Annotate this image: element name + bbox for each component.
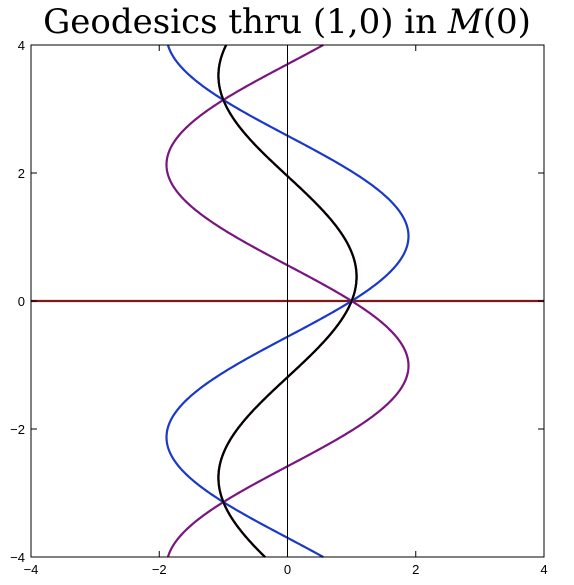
series-7-line	[217, 44, 358, 558]
x-tick-label: 0	[284, 562, 291, 577]
x-tick-label: −2	[152, 562, 167, 577]
x-tick-label: 4	[540, 562, 547, 577]
chart-title-text: Geodesics thru (1,0) in	[43, 2, 448, 42]
x-tick-label: −4	[24, 562, 39, 577]
y-tick-label: −4	[10, 550, 25, 565]
chart-title-symbol: M	[447, 2, 483, 42]
x-tick-label: 2	[412, 562, 419, 577]
y-tick-label: 4	[18, 38, 25, 53]
y-tick-label: −2	[10, 422, 25, 437]
chart-title-suffix: (0)	[482, 2, 531, 42]
chart-title: Geodesics thru (1,0) in M(0)	[0, 2, 574, 42]
series-layer	[31, 44, 544, 558]
axes-layer: −4 −2 0 2 4 −4 −2 0 2 4	[10, 38, 547, 577]
y-tick-label: 0	[18, 294, 25, 309]
y-tick-label: 2	[18, 166, 25, 181]
